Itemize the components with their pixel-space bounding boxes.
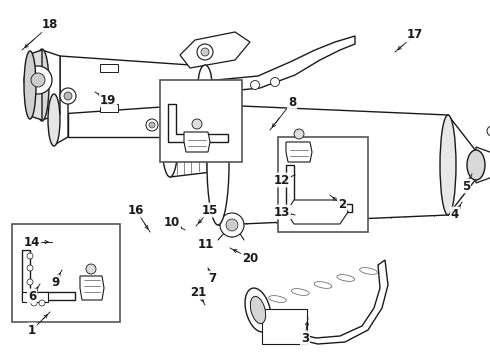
Circle shape bbox=[230, 81, 240, 90]
Ellipse shape bbox=[440, 115, 456, 215]
Bar bbox=[278, 137, 368, 232]
Polygon shape bbox=[258, 260, 388, 344]
Polygon shape bbox=[476, 147, 490, 183]
Ellipse shape bbox=[48, 94, 60, 146]
Circle shape bbox=[31, 300, 37, 306]
Ellipse shape bbox=[162, 107, 178, 177]
Circle shape bbox=[183, 123, 201, 141]
Text: 11: 11 bbox=[198, 238, 214, 251]
Ellipse shape bbox=[165, 103, 175, 137]
Polygon shape bbox=[286, 142, 312, 162]
Text: 19: 19 bbox=[100, 94, 116, 107]
Ellipse shape bbox=[467, 150, 485, 180]
Polygon shape bbox=[185, 142, 200, 152]
Text: 10: 10 bbox=[164, 216, 180, 229]
Text: 7: 7 bbox=[208, 271, 216, 284]
Polygon shape bbox=[30, 50, 42, 120]
Circle shape bbox=[27, 253, 33, 259]
Text: 1: 1 bbox=[28, 324, 36, 337]
Circle shape bbox=[197, 44, 213, 60]
Circle shape bbox=[487, 126, 490, 136]
Circle shape bbox=[60, 88, 76, 104]
Polygon shape bbox=[168, 104, 228, 142]
Circle shape bbox=[64, 92, 72, 100]
Text: 6: 6 bbox=[28, 289, 36, 302]
Circle shape bbox=[192, 119, 202, 129]
Polygon shape bbox=[286, 165, 352, 212]
Text: 13: 13 bbox=[274, 206, 290, 219]
Circle shape bbox=[31, 73, 45, 87]
Ellipse shape bbox=[198, 65, 212, 105]
Text: 8: 8 bbox=[288, 95, 296, 108]
Circle shape bbox=[27, 279, 33, 285]
Text: 16: 16 bbox=[128, 203, 144, 216]
Ellipse shape bbox=[250, 296, 266, 324]
Text: 3: 3 bbox=[301, 332, 309, 345]
Circle shape bbox=[250, 81, 260, 90]
Polygon shape bbox=[286, 200, 348, 224]
Text: 15: 15 bbox=[202, 203, 218, 216]
Polygon shape bbox=[22, 250, 75, 300]
Polygon shape bbox=[100, 64, 118, 72]
Circle shape bbox=[149, 122, 155, 128]
Polygon shape bbox=[22, 292, 48, 302]
Circle shape bbox=[146, 119, 158, 131]
Circle shape bbox=[294, 129, 304, 139]
Polygon shape bbox=[218, 105, 448, 225]
Bar bbox=[160, 80, 242, 162]
Text: 18: 18 bbox=[42, 18, 58, 31]
Text: 5: 5 bbox=[462, 180, 470, 193]
Polygon shape bbox=[42, 50, 60, 120]
Text: 17: 17 bbox=[407, 28, 423, 41]
Ellipse shape bbox=[245, 288, 271, 332]
Polygon shape bbox=[68, 103, 170, 137]
Ellipse shape bbox=[24, 51, 36, 119]
Circle shape bbox=[24, 66, 52, 94]
Polygon shape bbox=[170, 107, 220, 177]
Polygon shape bbox=[184, 132, 210, 152]
Polygon shape bbox=[448, 115, 476, 215]
Polygon shape bbox=[100, 104, 118, 112]
Circle shape bbox=[27, 265, 33, 271]
Text: 20: 20 bbox=[242, 252, 258, 265]
Polygon shape bbox=[180, 32, 250, 68]
Ellipse shape bbox=[207, 105, 229, 225]
Bar bbox=[262, 309, 307, 344]
Circle shape bbox=[211, 81, 220, 90]
Bar bbox=[12, 224, 120, 322]
Circle shape bbox=[86, 264, 96, 274]
Text: 9: 9 bbox=[51, 275, 59, 288]
Polygon shape bbox=[218, 106, 230, 120]
Text: 21: 21 bbox=[190, 285, 206, 298]
Circle shape bbox=[39, 300, 45, 306]
Ellipse shape bbox=[35, 49, 49, 121]
Circle shape bbox=[226, 219, 238, 231]
Polygon shape bbox=[60, 56, 205, 114]
Polygon shape bbox=[54, 95, 68, 145]
Circle shape bbox=[187, 127, 197, 137]
Text: 4: 4 bbox=[451, 207, 459, 220]
Circle shape bbox=[270, 77, 279, 86]
Text: 12: 12 bbox=[274, 174, 290, 186]
Circle shape bbox=[220, 213, 244, 237]
Circle shape bbox=[201, 48, 209, 56]
Polygon shape bbox=[200, 36, 355, 92]
Text: 2: 2 bbox=[338, 198, 346, 211]
Polygon shape bbox=[80, 276, 104, 300]
Text: 14: 14 bbox=[24, 235, 40, 248]
